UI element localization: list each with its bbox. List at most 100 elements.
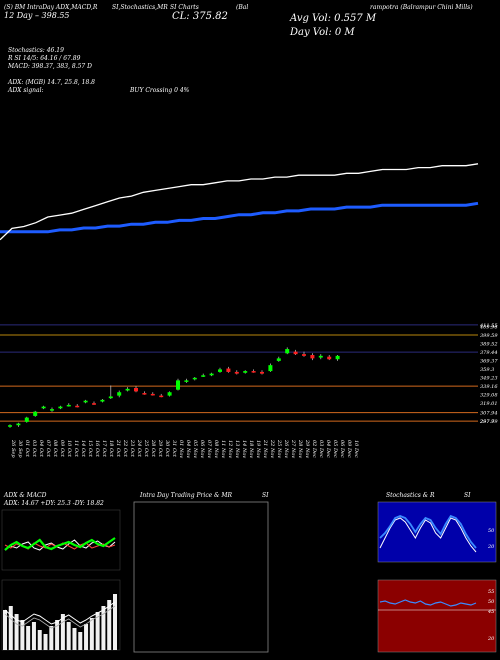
- candle-up: [176, 380, 180, 390]
- macd-histogram-bar: [49, 626, 54, 650]
- candle-up: [117, 392, 122, 396]
- price-tick-label: 329.08: [480, 393, 498, 399]
- candle-up: [167, 392, 172, 396]
- date-tick-label: 26 Sep: [10, 439, 16, 458]
- date-tick-label: 14 Oct: [80, 440, 86, 458]
- date-tick-label: 25 Nov: [276, 439, 282, 458]
- date-tick-label: 21 Nov: [262, 439, 268, 458]
- date-tick-label: 26 Nov: [283, 439, 289, 458]
- rsi-tick-label: 55: [488, 589, 494, 595]
- stoch-panel-title: Stochastics & R: [386, 492, 435, 499]
- price-tick-label: 297.79: [479, 419, 498, 425]
- candle-down: [310, 355, 315, 359]
- candle-down: [302, 354, 306, 356]
- candle-up: [58, 406, 63, 409]
- candle-up: [268, 365, 273, 372]
- header-symbol: (Bal: [236, 4, 249, 11]
- candle-down: [234, 371, 239, 374]
- date-tick-label: 29 Nov: [304, 439, 310, 458]
- macd-histogram-bar: [89, 618, 94, 650]
- price-tick-label: 379.44: [480, 350, 498, 356]
- adx-label: ADX: (MGB) 14.7, 25.8, 18.8: [8, 79, 95, 86]
- date-tick-label: 04 Nov: [185, 440, 191, 458]
- candle-up: [218, 369, 222, 372]
- date-tick-label: 08 Nov: [213, 440, 219, 458]
- date-tick-label: 11 Oct: [73, 440, 79, 458]
- header-title: (S) BM IntraDay ADX,MACD,R: [4, 4, 98, 11]
- date-tick-label: 30 Sep: [17, 440, 23, 458]
- candle-up: [318, 355, 323, 358]
- intraday-panel-si: SI: [262, 492, 269, 499]
- header-indicators: SI,Stochastics,MR: [112, 4, 168, 11]
- candle-up: [209, 373, 214, 376]
- stoch-tick-label: 20: [487, 544, 495, 550]
- price-tick-label: 411.55: [479, 323, 498, 329]
- price-tick-label: 409.96: [479, 324, 498, 330]
- candle-up: [125, 388, 130, 391]
- adx-panel-title: ADX & MACD: [4, 492, 47, 499]
- date-tick-label: 24 Oct: [136, 439, 142, 458]
- candle-down: [159, 395, 164, 398]
- header-period: 12 Day – 398.55: [4, 11, 70, 20]
- candle-up: [276, 358, 281, 361]
- macd-histogram-bar: [101, 606, 106, 650]
- macd-histogram-bar: [31, 622, 36, 650]
- ma-blue-line: [0, 201, 479, 234]
- date-tick-label: 16 Oct: [94, 440, 100, 458]
- candle-down: [142, 393, 147, 395]
- adx-panel-values: ADX: 14.67 +DY: 25.3 -DY: 18.82: [4, 500, 104, 507]
- date-tick-label: 28 Oct: [150, 439, 156, 458]
- close-price: CL: 375.82: [172, 11, 228, 22]
- macd-histogram-bar: [84, 624, 89, 650]
- rsi-tick-label: 50: [488, 599, 495, 605]
- adx-line: [4, 537, 116, 551]
- date-tick-label: 22 Nov: [269, 439, 275, 458]
- candle-up: [335, 355, 340, 360]
- macd-signal-line: [4, 605, 116, 629]
- candle-down: [251, 371, 256, 373]
- date-tick-label: 31 Oct: [171, 440, 177, 458]
- date-tick-label: 22 Oct: [122, 439, 128, 458]
- macd-histogram-bar: [107, 600, 112, 650]
- rsi-tick-label: 20: [487, 636, 495, 642]
- price-tick-label: 307.94: [480, 411, 498, 417]
- stochastic-d-line: [379, 514, 477, 549]
- adx-panel: [1, 509, 121, 571]
- date-tick-label: 04 Dec: [325, 440, 331, 458]
- candle-up: [33, 411, 38, 416]
- date-tick-label: 01 Nov: [178, 440, 184, 458]
- date-tick-label: 05 Dec: [332, 440, 338, 458]
- candle-up: [83, 400, 88, 403]
- ma-white-line: [0, 163, 479, 241]
- candle-up: [243, 371, 248, 373]
- date-tick-label: 30 Oct: [164, 440, 170, 458]
- macd-histogram-bar: [95, 612, 100, 650]
- date-tick-label: 06 Nov: [199, 440, 205, 458]
- adx-signal-value: BUY Crossing 0 4%: [130, 87, 190, 94]
- date-tick-label: 12 Nov: [227, 440, 233, 458]
- macd-line: [4, 601, 116, 625]
- candle-down: [293, 351, 298, 355]
- price-tick-label: 319.01: [480, 401, 498, 407]
- candle-down: [226, 368, 231, 372]
- date-tick-label: 09 Dec: [346, 440, 352, 458]
- date-tick-label: 18 Nov: [248, 440, 254, 458]
- date-tick-label: 13 Nov: [234, 440, 240, 458]
- macd-label: MACD: 398.37, 383, 8.57 D: [8, 63, 92, 70]
- rsi-line: [379, 599, 477, 607]
- date-tick-label: 27 Nov: [290, 439, 296, 458]
- candle-down: [75, 405, 80, 408]
- candle-down: [134, 388, 138, 392]
- date-tick-label: 07 Oct: [45, 440, 51, 458]
- candle-up: [192, 377, 197, 380]
- date-tick-label: 10 Dec: [353, 440, 359, 458]
- date-tick-label: 07 Nov: [206, 440, 212, 458]
- macd-histogram-bar: [72, 628, 77, 650]
- date-tick-label: 02 Dec: [311, 440, 317, 458]
- price-tick-label: 369.37: [480, 359, 498, 365]
- date-tick-label: 17 Oct: [101, 440, 107, 458]
- macd-histogram-bar: [55, 620, 60, 650]
- stochastic-k-line: [379, 517, 477, 553]
- macd-histogram-bar: [14, 614, 19, 650]
